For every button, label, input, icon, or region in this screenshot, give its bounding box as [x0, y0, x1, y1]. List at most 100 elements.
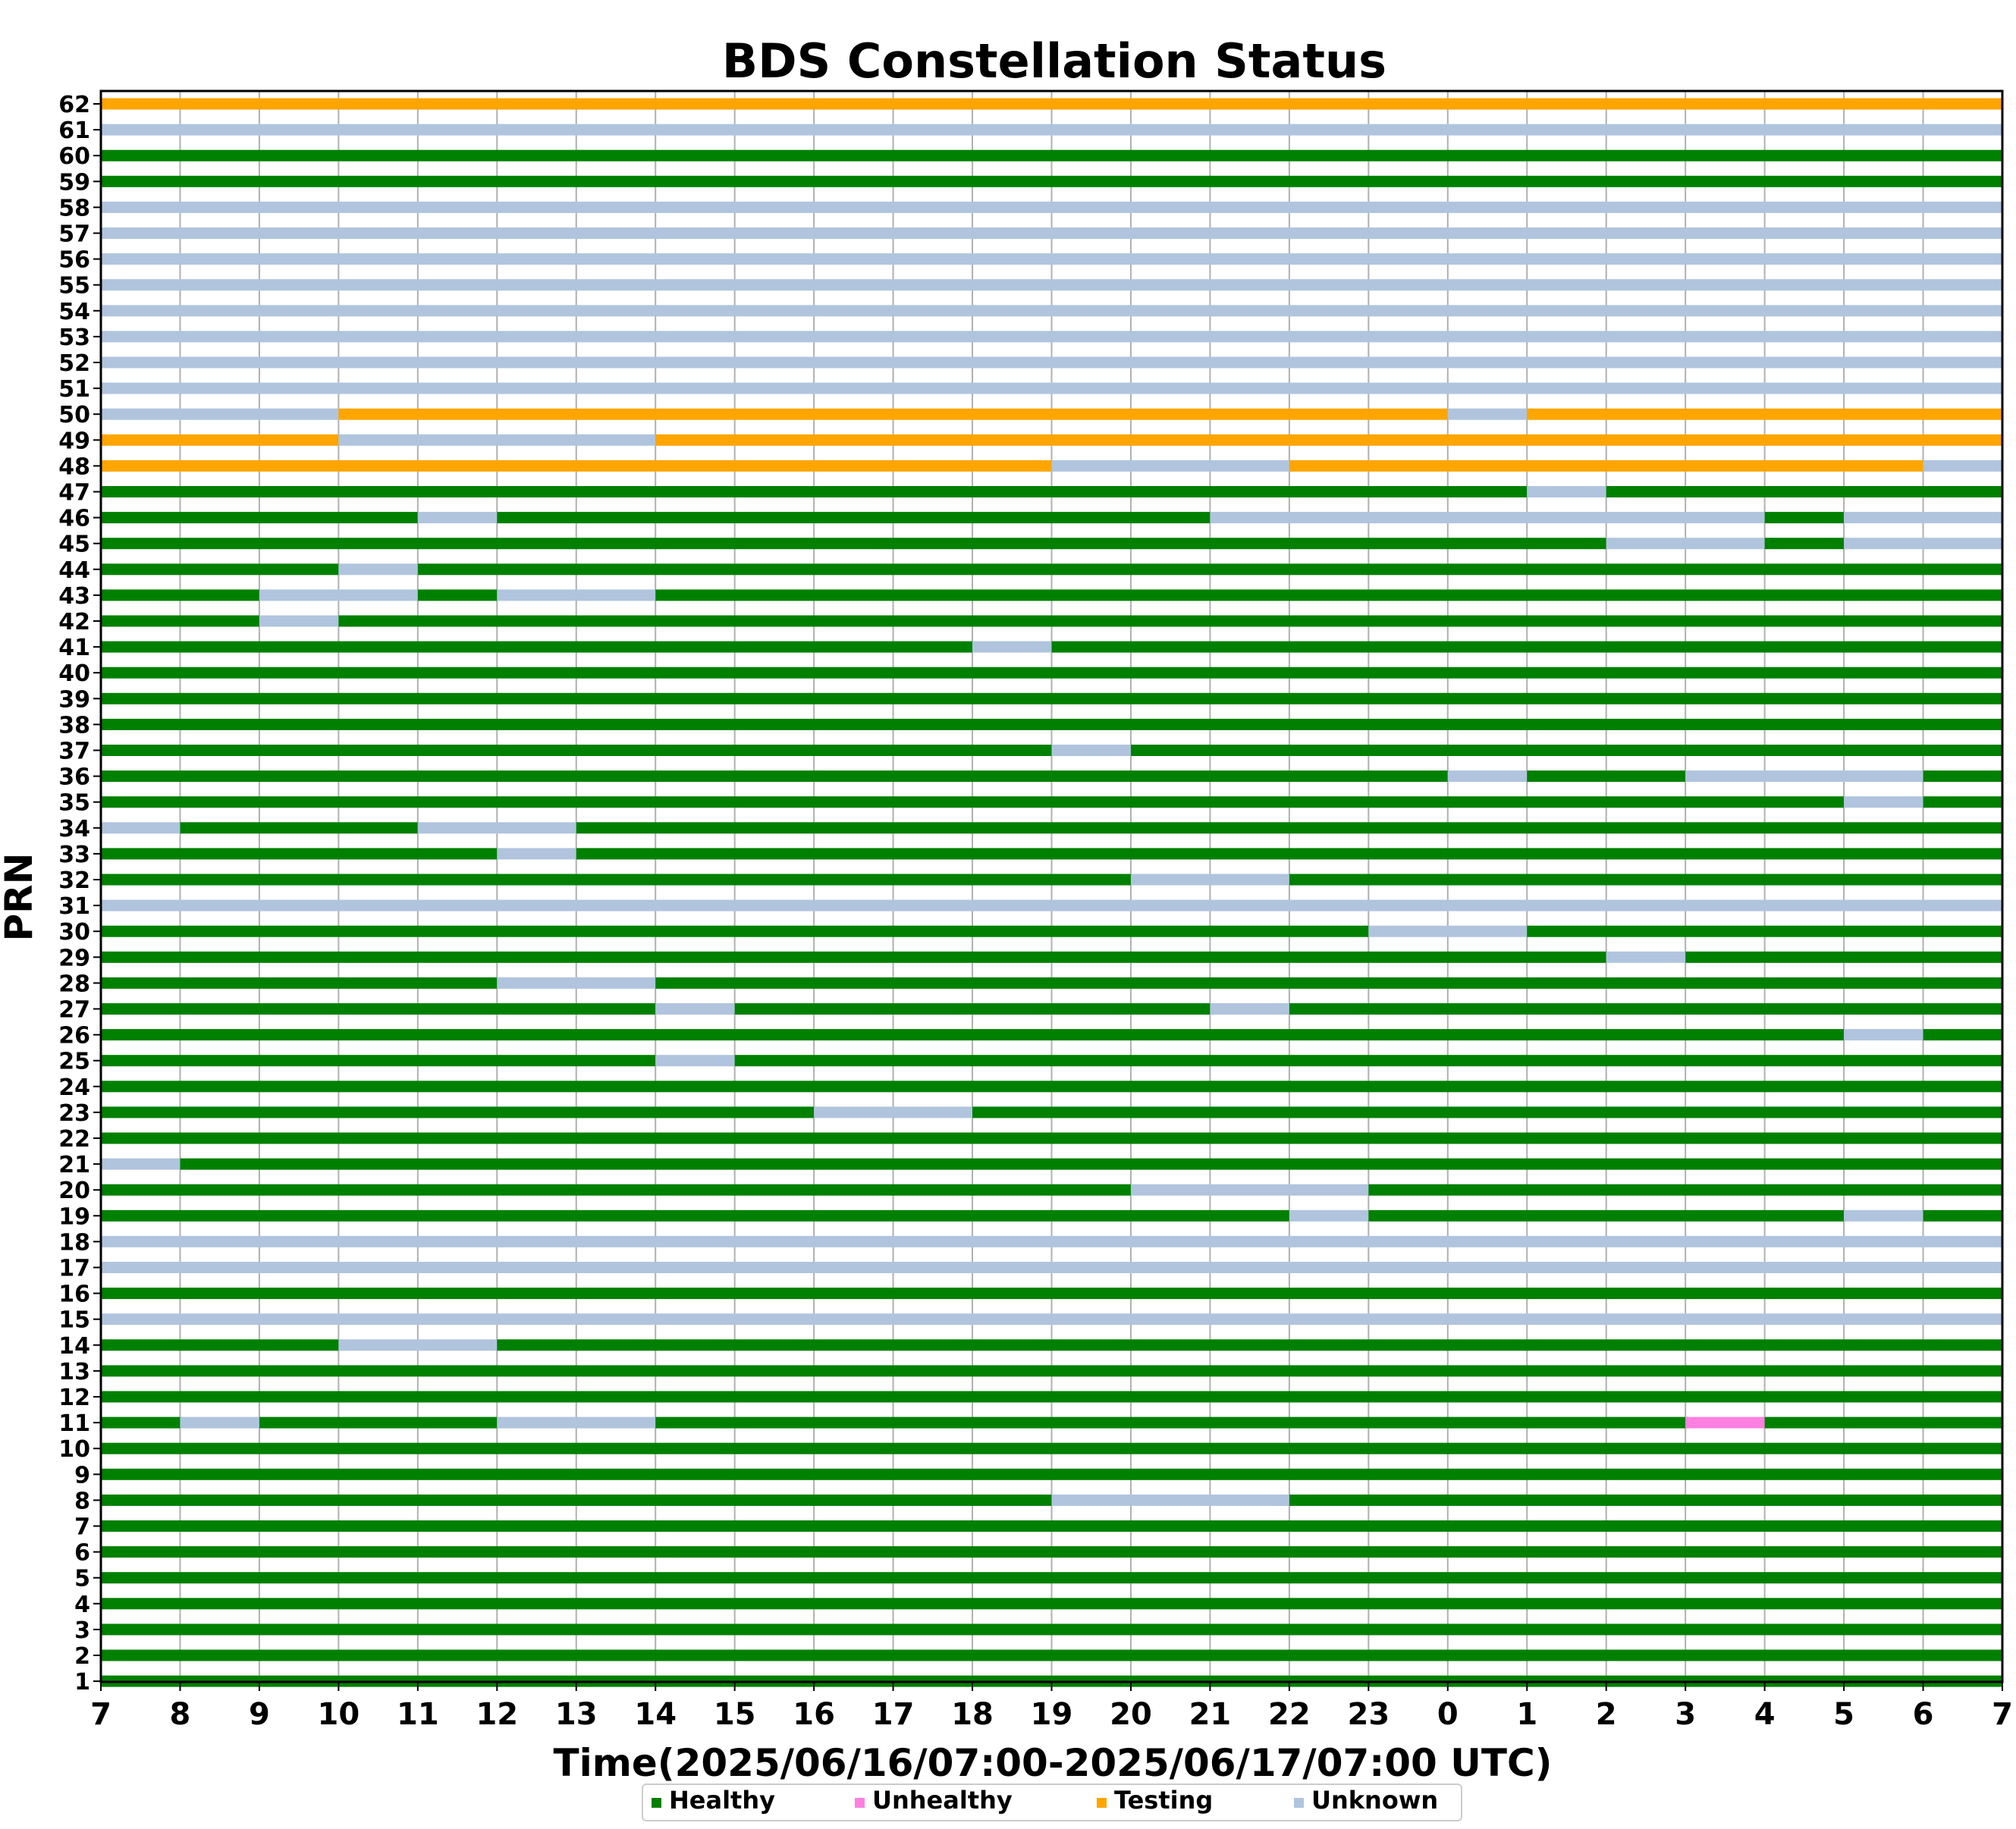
- status-segment-prn-44: [101, 563, 339, 576]
- status-segment-prn-49: [655, 434, 2003, 446]
- y-tick-label-prn: 2: [74, 1643, 90, 1670]
- y-tick-label-prn: 4: [74, 1592, 90, 1618]
- y-tick-label-prn: 46: [58, 506, 90, 532]
- y-tick-label-prn: 1: [74, 1669, 90, 1696]
- x-tick-label: 3: [1675, 1697, 1696, 1732]
- status-segment-prn-37: [1051, 745, 1131, 756]
- status-segment-prn-37: [101, 745, 1052, 756]
- status-segment-prn-50: [1447, 408, 1528, 420]
- y-tick-label-prn: 45: [58, 532, 90, 558]
- status-segment-prn-9: [101, 1468, 2002, 1480]
- status-segment-prn-59: [101, 175, 2002, 187]
- status-segment-prn-47: [1606, 486, 2002, 497]
- y-tick-label-prn: 9: [74, 1462, 90, 1489]
- status-segment-prn-34: [417, 822, 576, 834]
- legend-label: Testing: [1114, 1786, 1213, 1815]
- y-tick-label-prn: 49: [58, 428, 90, 454]
- status-segment-prn-36: [1685, 770, 1923, 783]
- y-tick-label-prn: 23: [58, 1100, 90, 1127]
- status-segment-prn-61: [101, 124, 2002, 136]
- y-tick-label-prn: 33: [58, 842, 90, 868]
- y-tick-label-prn: 53: [58, 325, 90, 351]
- x-tick-label: 8: [170, 1697, 191, 1732]
- y-tick-label-prn: 50: [58, 402, 90, 428]
- status-segment-prn-26: [1844, 1029, 1923, 1041]
- status-segment-prn-6: [101, 1546, 2002, 1558]
- x-tick-label: 16: [793, 1697, 835, 1732]
- status-segment-prn-20: [101, 1184, 1131, 1196]
- x-axis-label: Time(2025/06/16/07:00-2025/06/17/07:00 U…: [553, 1741, 1552, 1785]
- status-segment-prn-45: [1764, 538, 1845, 550]
- status-segment-prn-56: [101, 253, 2002, 265]
- y-tick-label-prn: 39: [58, 686, 90, 713]
- status-segment-prn-40: [101, 667, 2002, 679]
- x-tick-label: 22: [1268, 1697, 1311, 1732]
- y-tick-label-prn: 57: [58, 221, 90, 248]
- y-tick-label-prn: 10: [58, 1436, 90, 1463]
- status-segment-prn-48: [1923, 460, 2002, 472]
- status-segment-prn-29: [101, 951, 1606, 963]
- status-segment-prn-47: [101, 486, 1528, 497]
- x-tick-label: 12: [476, 1697, 518, 1732]
- y-tick-label-prn: 36: [58, 764, 90, 791]
- status-segment-prn-19: [1923, 1209, 2002, 1222]
- status-segment-prn-25: [655, 1055, 735, 1067]
- x-tick-label: 20: [1110, 1697, 1152, 1732]
- chart-title: BDS Constellation Status: [722, 33, 1386, 89]
- status-segment-prn-52: [101, 356, 2002, 369]
- status-segment-prn-11: [180, 1416, 259, 1429]
- status-segment-prn-38: [101, 718, 2002, 730]
- status-segment-prn-46: [101, 512, 418, 524]
- x-tick-label: 18: [951, 1697, 994, 1732]
- x-tick-label: 7: [1992, 1697, 2013, 1732]
- status-segment-prn-7: [101, 1520, 2002, 1532]
- y-tick-label-prn: 47: [58, 480, 90, 507]
- status-segment-prn-51: [101, 382, 2002, 394]
- status-segment-prn-45: [1606, 538, 1765, 550]
- legend-swatch: [1294, 1798, 1304, 1808]
- x-tick-label: 10: [318, 1697, 360, 1732]
- status-segment-prn-43: [497, 589, 656, 601]
- y-tick-label-prn: 29: [58, 945, 90, 971]
- y-tick-label-prn: 59: [58, 169, 90, 196]
- status-segment-prn-23: [101, 1106, 815, 1118]
- status-bars: [101, 98, 2003, 1687]
- status-segment-prn-5: [101, 1572, 2002, 1584]
- status-segment-prn-25: [101, 1055, 656, 1067]
- status-segment-prn-11: [497, 1416, 656, 1429]
- status-segment-prn-15: [101, 1313, 2002, 1325]
- x-tick-label: 7: [90, 1697, 111, 1732]
- status-segment-prn-29: [1685, 951, 2002, 963]
- x-tick-label: 6: [1913, 1697, 1934, 1732]
- status-segment-prn-34: [180, 822, 418, 834]
- status-segment-prn-19: [1844, 1209, 1923, 1222]
- status-segment-prn-26: [1923, 1029, 2002, 1041]
- y-tick-label-prn: 56: [58, 247, 90, 274]
- status-segment-prn-43: [101, 589, 259, 601]
- status-segment-prn-17: [101, 1262, 2002, 1273]
- status-segment-prn-31: [101, 899, 2002, 911]
- status-segment-prn-50: [1527, 408, 2002, 420]
- status-segment-prn-24: [101, 1081, 2002, 1093]
- status-segment-prn-20: [1130, 1184, 1369, 1196]
- grid-lines: [179, 91, 1924, 1682]
- status-segment-prn-62: [101, 98, 2002, 110]
- legend-label: Unhealthy: [872, 1786, 1013, 1815]
- status-segment-prn-44: [338, 563, 418, 576]
- y-tick-label-prn: 37: [58, 739, 90, 765]
- status-segment-prn-14: [338, 1339, 498, 1351]
- status-segment-prn-8: [101, 1494, 1052, 1506]
- y-tick-label-prn: 13: [58, 1359, 90, 1385]
- status-segment-prn-14: [497, 1339, 2002, 1351]
- y-tick-label-prn: 11: [58, 1410, 90, 1437]
- y-tick-label-prn: 6: [74, 1540, 90, 1567]
- status-segment-prn-27: [1210, 1003, 1289, 1015]
- y-tick-label-prn: 43: [58, 583, 90, 610]
- status-segment-prn-35: [101, 796, 1845, 808]
- status-segment-prn-57: [101, 227, 2002, 239]
- status-segment-prn-20: [1368, 1184, 2002, 1196]
- status-segment-prn-2: [101, 1649, 2002, 1661]
- status-segment-prn-48: [1289, 460, 1923, 472]
- y-tick-label-prn: 20: [58, 1178, 90, 1204]
- y-tick-label-prn: 32: [58, 867, 90, 894]
